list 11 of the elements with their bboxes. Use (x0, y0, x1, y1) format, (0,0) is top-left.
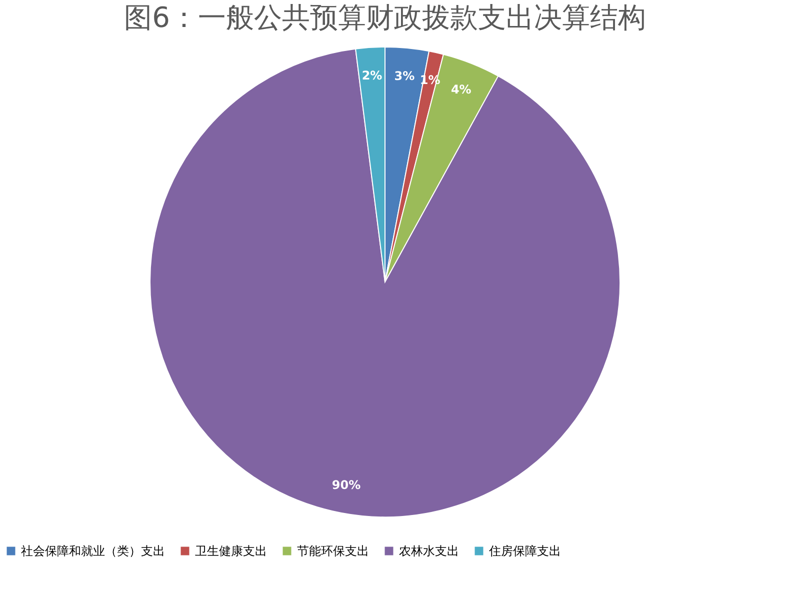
pie-slice (150, 48, 620, 518)
data-label: 4% (450, 82, 472, 97)
data-label: 3% (394, 69, 415, 84)
legend-label: 卫生健康支出 (195, 544, 267, 558)
chart-title: 图6：一般公共预算财政拨款支出决算结构 (124, 1, 646, 34)
legend-label: 社会保障和就业（类）支出 (21, 544, 165, 558)
legend-label: 住房保障支出 (488, 544, 561, 558)
legend-label: 节能环保支出 (297, 544, 369, 558)
data-label: 2% (362, 68, 382, 83)
data-label: 90% (332, 478, 361, 492)
legend-label: 农林水支出 (399, 544, 459, 558)
